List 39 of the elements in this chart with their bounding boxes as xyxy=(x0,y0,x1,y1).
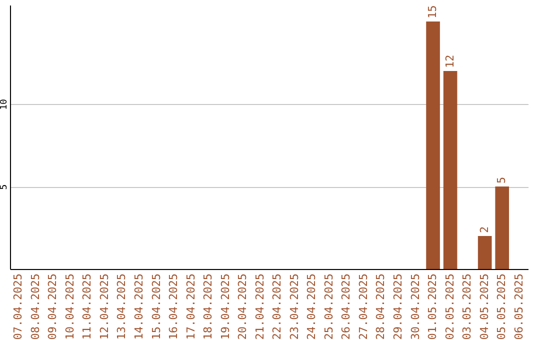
x-tick-label: 11.04.2025 xyxy=(80,274,94,340)
x-tick-label: 06.05.2025 xyxy=(512,274,526,340)
data-label: 12 xyxy=(443,54,456,68)
x-tick-label: 10.04.2025 xyxy=(63,274,76,340)
bar xyxy=(478,236,492,269)
x-tick-label: 15.04.2025 xyxy=(150,274,163,340)
x-tick-label: 09.04.2025 xyxy=(46,274,60,340)
x-tick-label: 02.05.2025 xyxy=(443,274,456,340)
bar xyxy=(426,22,440,269)
x-tick-label: 16.04.2025 xyxy=(167,274,180,340)
bar xyxy=(495,186,510,269)
x-tick-label: 03.05.2025 xyxy=(460,274,474,340)
x-tick-label: 27.04.2025 xyxy=(356,274,370,340)
x-tick-label: 04.05.2025 xyxy=(478,274,491,340)
x-tick-label: 23.04.2025 xyxy=(288,274,301,340)
x-tick-label: 22.04.2025 xyxy=(270,274,284,340)
x-tick-label: 14.04.2025 xyxy=(132,274,146,340)
x-tick-label: 05.05.2025 xyxy=(495,274,508,340)
bar xyxy=(443,71,458,269)
x-tick-label: 07.04.2025 xyxy=(12,274,25,340)
x-tick-label: 17.04.2025 xyxy=(184,274,198,340)
x-tick-label: 30.04.2025 xyxy=(408,274,422,340)
data-label: 2 xyxy=(478,226,491,233)
x-tick-label: 20.04.2025 xyxy=(236,274,250,340)
x-tick-label: 24.04.2025 xyxy=(305,274,318,340)
x-tick-label: 13.04.2025 xyxy=(115,274,128,340)
y-tick-label: 10 xyxy=(0,99,10,110)
x-tick-label: 12.04.2025 xyxy=(98,274,111,340)
data-label: 5 xyxy=(495,176,508,184)
data-label: 15 xyxy=(426,5,440,18)
x-tick-label: 21.04.2025 xyxy=(253,274,266,340)
x-tick-label: 18.04.2025 xyxy=(202,274,215,340)
x-tick-label: 29.04.2025 xyxy=(392,274,404,340)
x-tick-label: 01.05.2025 xyxy=(426,274,440,340)
x-tick-label: 08.04.2025 xyxy=(28,274,42,340)
x-tick-label: 26.04.2025 xyxy=(340,274,353,340)
x-tick-label: 28.04.2025 xyxy=(374,274,388,340)
x-tick-label: 19.04.2025 xyxy=(218,274,232,340)
x-tick-label: 25.04.2025 xyxy=(322,274,336,340)
